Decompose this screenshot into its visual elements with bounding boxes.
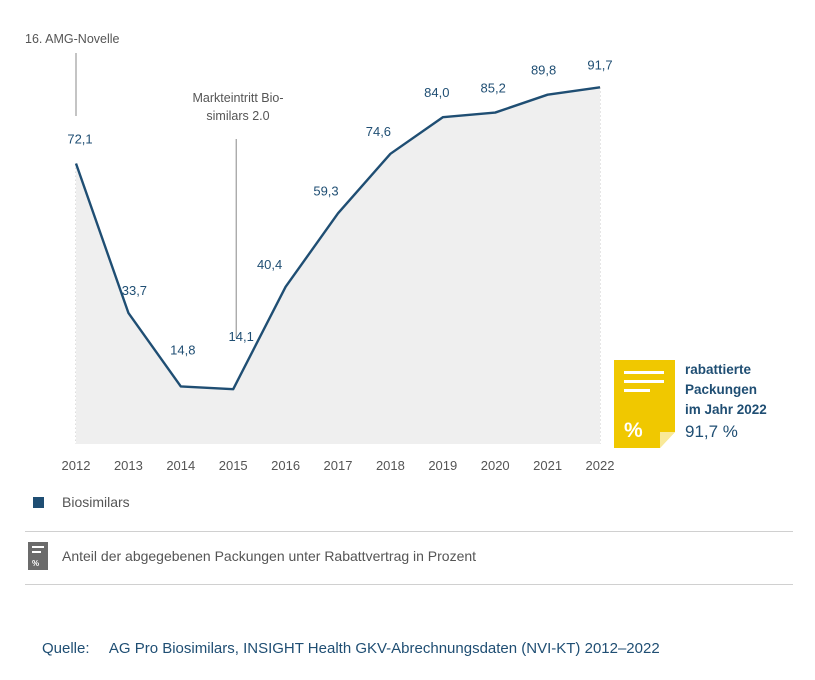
annotation-markteintritt-line-2: similars 2.0 [206, 109, 270, 123]
x-tick-label-2018: 2018 [376, 458, 405, 473]
area-fill [76, 87, 600, 445]
x-tick-label-2021: 2021 [533, 458, 562, 473]
divider-bottom [25, 584, 793, 585]
annotation-amg-novelle: 16. AMG-Novelle [25, 32, 120, 46]
legend-label: Biosimilars [62, 494, 130, 510]
value-label-2022: 91,7 [587, 57, 612, 72]
line-area-chart: 72,1 33,7 14,8 14,1 40,4 59,3 74,6 84,0 85,2 89,8… [62, 53, 675, 473]
x-tick-label-2015: 2015 [219, 458, 248, 473]
x-tick-label-2012: 2012 [62, 458, 91, 473]
note-text: Anteil der abgegebenen Packungen unter R… [62, 548, 477, 564]
note: % Anteil der abgegebenen Packungen unter… [28, 542, 476, 570]
legend: Biosimilars [33, 494, 130, 510]
badge: rabattierte Packungen im Jahr 2022 91,7 … [685, 360, 767, 444]
value-label-2014: 14,8 [170, 342, 195, 357]
badge-icon-symbol: % [624, 419, 643, 442]
x-tick-label-2013: 2013 [114, 458, 143, 473]
x-tick-label-2020: 2020 [481, 458, 510, 473]
x-tick-label-2017: 2017 [324, 458, 353, 473]
annotation-markteintritt-line-1: Markteintritt Bio- [192, 91, 284, 105]
value-label-2013: 33,7 [122, 283, 147, 298]
badge-line-3: im Jahr 2022 [685, 402, 767, 417]
x-tick-label-2016: 2016 [271, 458, 300, 473]
value-label-2019: 84,0 [424, 85, 449, 100]
percent-document-icon: % [28, 542, 48, 570]
source: Quelle: AG Pro Biosimilars, INSIGHT Heal… [42, 640, 660, 657]
x-axis-tick-labels: 2012 2013 2014 2015 2016 2017 2018 2019 2020 2021… [62, 458, 615, 473]
value-label-2015: 14,1 [229, 329, 254, 344]
badge-value: 91,7 % [685, 422, 738, 441]
source-text: AG Pro Biosimilars, INSIGHT Health GKV-A… [108, 640, 660, 657]
value-label-2012: 72,1 [67, 132, 92, 147]
value-label-2017: 59,3 [313, 183, 338, 198]
value-label-2018: 74,6 [366, 124, 391, 139]
note-icon-symbol: % [32, 559, 40, 568]
divider-top [25, 531, 793, 532]
x-tick-label-2022: 2022 [586, 458, 615, 473]
value-label-2020: 85,2 [481, 81, 506, 96]
annotation-markteintritt: Markteintritt Bio- similars 2.0 [172, 89, 304, 125]
percent-document-icon: % [614, 360, 675, 448]
badge-line-2: Packungen [685, 382, 758, 397]
badge-line-1: rabattierte [685, 362, 752, 377]
value-labels: 72,1 33,7 14,8 14,1 40,4 59,3 74,6 84,0 85,2 89,8… [67, 57, 612, 357]
x-tick-label-2019: 2019 [428, 458, 457, 473]
value-label-2021: 89,8 [531, 63, 556, 78]
series-line-biosimilars [74, 86, 601, 391]
x-tick-label-2014: 2014 [166, 458, 195, 473]
source-label: Quelle: [42, 640, 90, 657]
value-label-2016: 40,4 [257, 257, 282, 272]
legend-swatch-biosimilars [33, 496, 44, 508]
